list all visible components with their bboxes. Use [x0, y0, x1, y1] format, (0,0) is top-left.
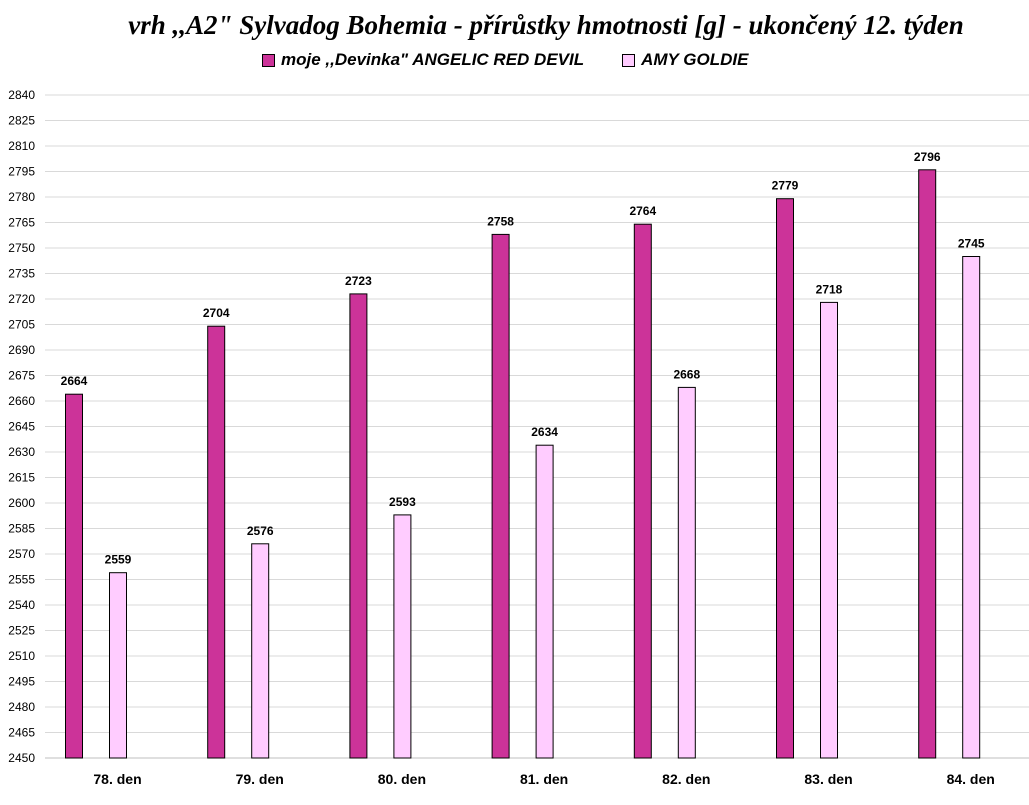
- y-tick-label: 2690: [8, 343, 35, 357]
- data-label: 2668: [673, 367, 700, 381]
- data-label: 2593: [389, 495, 416, 509]
- y-tick-label: 2810: [8, 139, 35, 153]
- x-tick-label: 79. den: [236, 771, 284, 787]
- y-tick-label: 2465: [8, 726, 35, 740]
- bar-series-2: [535, 444, 554, 759]
- y-axis-tick-labels: 2450 2465 2480 2495 2510 2525 2540 2555 2570 2585…: [8, 88, 35, 765]
- bar-series-1: [207, 325, 226, 759]
- y-tick-label: 2450: [8, 751, 35, 765]
- y-tick-label: 2660: [8, 394, 35, 408]
- y-tick-label: 2765: [8, 216, 35, 230]
- legend-item-series-2: AMY GOLDIE: [622, 50, 748, 70]
- y-tick-label: 2720: [8, 292, 35, 306]
- bar-series-2: [962, 256, 981, 759]
- y-tick-label: 2825: [8, 114, 35, 128]
- bar-series-2: [820, 301, 838, 759]
- data-label: 2559: [105, 553, 132, 567]
- y-tick-label: 2735: [8, 267, 35, 281]
- y-tick-label: 2780: [8, 190, 35, 204]
- y-tick-label: 2540: [8, 598, 35, 612]
- data-label: 2796: [914, 150, 941, 164]
- y-tick-label: 2555: [8, 573, 35, 587]
- bar-series-1: [776, 198, 794, 759]
- legend-swatch-series-1: [262, 53, 275, 67]
- bar-series-1: [633, 223, 652, 759]
- y-tick-label: 2585: [8, 522, 35, 536]
- y-tick-label: 2480: [8, 700, 35, 714]
- data-label: 2723: [345, 274, 372, 288]
- y-tick-label: 2600: [8, 496, 35, 510]
- y-tick-label: 2840: [8, 88, 35, 102]
- y-tick-label: 2570: [8, 547, 35, 561]
- x-tick-label: 78. den: [93, 771, 141, 787]
- x-axis-tick-labels: 78. den 79. den 80. den 81. den 82. den 83. d…: [93, 771, 994, 787]
- bar-series-1: [918, 169, 937, 759]
- bar-series-1: [491, 233, 510, 759]
- y-tick-label: 2705: [8, 318, 35, 332]
- y-tick-label: 2750: [8, 241, 35, 255]
- y-tick-label: 2675: [8, 369, 35, 383]
- y-tick-label: 2615: [8, 471, 35, 485]
- bar-series-2: [251, 543, 270, 759]
- x-tick-label: 82. den: [662, 771, 710, 787]
- data-label: 2758: [487, 214, 514, 228]
- data-label: 2764: [629, 204, 656, 218]
- bar-series-1: [65, 393, 83, 759]
- data-labels: 2664 2559 2704 2576 2723 2593 2758 2634 2764 2668…: [61, 150, 985, 567]
- data-label: 2664: [61, 374, 88, 388]
- legend-label-series-1: moje ,,Devinka" ANGELIC RED DEVIL: [281, 50, 585, 69]
- bar-series-2: [393, 514, 412, 759]
- bar-series-2: [109, 572, 127, 759]
- y-tick-label: 2630: [8, 445, 35, 459]
- data-label: 2576: [247, 524, 274, 538]
- bar-series-2: [677, 386, 696, 759]
- x-tick-label: 80. den: [378, 771, 426, 787]
- y-tick-label: 2795: [8, 165, 35, 179]
- data-label: 2704: [203, 306, 230, 320]
- x-tick-label: 84. den: [947, 771, 995, 787]
- y-tick-label: 2510: [8, 649, 35, 663]
- data-label: 2718: [816, 282, 843, 296]
- y-tick-label: 2525: [8, 624, 35, 638]
- bar-series-1: [349, 293, 368, 759]
- legend-item-series-1: moje ,,Devinka" ANGELIC RED DEVIL: [262, 50, 584, 70]
- data-label: 2779: [772, 179, 799, 193]
- chart-title: vrh ,,A2" Sylvadog Bohemia - přírůstky h…: [128, 10, 964, 40]
- legend-swatch-series-2: [622, 53, 636, 67]
- x-tick-label: 83. den: [804, 771, 852, 787]
- y-tick-label: 2645: [8, 420, 35, 434]
- legend: moje ,,Devinka" ANGELIC RED DEVIL AMY GO…: [262, 49, 748, 71]
- data-label: 2634: [531, 425, 558, 439]
- legend-label-series-2: AMY GOLDIE: [641, 50, 749, 69]
- x-tick-label: 81. den: [520, 771, 568, 787]
- data-label: 2745: [958, 237, 985, 251]
- y-tick-label: 2495: [8, 675, 35, 689]
- bars: [65, 169, 981, 759]
